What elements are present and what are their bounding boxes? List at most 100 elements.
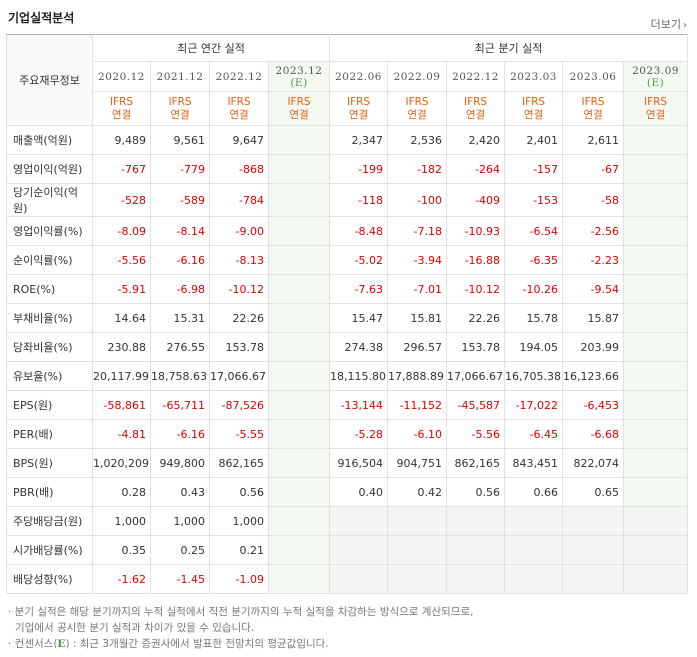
quarter-empty	[623, 535, 689, 565]
quarter-value	[623, 303, 689, 333]
ifrs-top: IFRS	[463, 95, 488, 108]
annual-value: 153.78	[209, 332, 269, 362]
annual-value: -8.14	[150, 216, 210, 246]
quarter-value: -11,152	[387, 390, 448, 420]
quarter-value	[623, 477, 689, 507]
annual-value: -1.62	[92, 564, 151, 594]
quarter-value	[623, 245, 689, 275]
estimate-mark: (E)	[290, 76, 308, 89]
table-row: 배당성향(%) -1.62 -1.45 -1.09	[6, 564, 689, 594]
more-link[interactable]: 더보기 ›	[651, 16, 687, 32]
quarter-value: -6.54	[504, 216, 564, 246]
period-date: 2022.06	[335, 70, 382, 83]
ifrs-label: IFRS 연결	[92, 91, 151, 126]
quarter-value: 15.78	[504, 303, 564, 333]
period-header: 2020.12	[92, 61, 151, 92]
annual-value: 0.56	[209, 477, 269, 507]
financial-table: 주요재무정보 최근 연간 실적 최근 분기 실적 2020.12 2021.12 2…	[6, 34, 689, 594]
annual-value	[267, 477, 331, 507]
annual-value: 0.35	[92, 535, 151, 565]
annual-value: 230.88	[92, 332, 151, 362]
quarter-value: -10.12	[446, 274, 506, 304]
annual-value: 9,489	[92, 125, 151, 155]
period-header: 2023.12 (E)	[267, 61, 331, 92]
section-title: 기업실적분석	[8, 11, 75, 25]
annual-value: 1,000	[209, 506, 269, 536]
quarter-value	[623, 419, 689, 449]
annual-value: -767	[92, 154, 151, 184]
ifrs-label: IFRS 연결	[387, 91, 448, 126]
annual-value: 0.43	[150, 477, 210, 507]
ifrs-bottom: 연결	[111, 108, 132, 121]
annual-value: 1,000	[150, 506, 210, 536]
ifrs-label: IFRS 연결	[446, 91, 506, 126]
ifrs-bottom: 연결	[229, 108, 249, 121]
quarter-empty	[504, 564, 564, 594]
annual-value: -5.56	[92, 245, 151, 275]
period-date: 2022.12	[215, 70, 263, 83]
quarter-value: -13,144	[329, 390, 389, 420]
quarter-value	[623, 125, 689, 155]
quarter-value: -58	[562, 183, 625, 217]
quarter-value: -9.54	[562, 274, 625, 304]
period-header: 2023.09 (E)	[623, 61, 689, 92]
annual-value	[267, 390, 331, 420]
table-body: 매출액(억원) 9,489 9,561 9,647 2,347 2,536 2,420 2,4…	[6, 125, 689, 594]
quarter-value: -8.48	[329, 216, 389, 246]
quarter-value: -5.56	[446, 419, 506, 449]
annual-value: -6.98	[150, 274, 210, 304]
quarter-value: -7.63	[329, 274, 389, 304]
row-label: 배당성향(%)	[6, 564, 93, 594]
quarter-value: 15.81	[387, 303, 448, 333]
annual-value: 18,758.63	[150, 361, 210, 391]
row-label: PBR(배)	[6, 477, 93, 507]
period-header: 2023.03	[504, 61, 564, 92]
ifrs-top: IFRS	[168, 95, 192, 108]
quarter-value	[623, 390, 689, 420]
quarter-value: 904,751	[387, 448, 448, 478]
annual-value: -87,526	[209, 390, 269, 420]
quarter-empty	[446, 535, 506, 565]
period-date: 2023.12	[275, 64, 323, 77]
ifrs-row: IFRS 연결 IFRS 연결 IFRS 연결 IFRS 연결 IFRS 연결 IFRS 연결 IFRS…	[7, 91, 689, 126]
quarter-value: 15.87	[562, 303, 625, 333]
quarter-value: -67	[562, 154, 625, 184]
ifrs-bottom: 연결	[645, 108, 666, 121]
row-label: BPS(원)	[6, 448, 93, 478]
annual-value: -10.12	[209, 274, 269, 304]
annual-value	[267, 154, 331, 184]
chevron-right-icon: ›	[683, 20, 687, 31]
quarter-value: -6.68	[562, 419, 625, 449]
annual-value: -528	[92, 183, 151, 217]
annual-value	[267, 183, 331, 217]
period-date: 2022.12	[452, 70, 499, 83]
row-label: 유보율(%)	[6, 361, 93, 391]
annual-value	[267, 245, 331, 275]
annual-value: -5.55	[209, 419, 269, 449]
note-line-3-suffix: ) : 최근 3개월간 증권사에서 발표한 전망치의 평균값입니다.	[65, 638, 329, 650]
annual-value: -6.16	[150, 419, 210, 449]
quarter-value: -118	[329, 183, 389, 217]
quarter-value: 203.99	[562, 332, 625, 362]
note-line-1: · 분기 실적은 해당 분기까지의 누적 실적에서 직전 분기까지의 누적 실적…	[8, 606, 474, 618]
quarter-value: 16,705.38	[504, 361, 564, 391]
annual-value	[267, 303, 331, 333]
quarter-empty	[387, 535, 448, 565]
annual-value	[267, 506, 331, 536]
quarter-value: 15.47	[329, 303, 389, 333]
ifrs-label: IFRS 연결	[329, 91, 389, 126]
annual-value: -65,711	[150, 390, 210, 420]
quarter-empty	[504, 506, 564, 536]
quarter-empty	[446, 564, 506, 594]
ifrs-label: IFRS 연결	[150, 91, 210, 126]
annual-value: -6.16	[150, 245, 210, 275]
row-label: 순이익률(%)	[6, 245, 93, 275]
annual-value: -1.45	[150, 564, 210, 594]
ifrs-bottom: 연결	[348, 108, 369, 121]
period-row: 2020.12 2021.12 2022.12 2023.12 (E) 2022.06 20…	[7, 61, 689, 92]
table-row: 매출액(억원) 9,489 9,561 9,647 2,347 2,536 2,420 2,4…	[6, 125, 689, 155]
more-label: 더보기	[650, 18, 681, 31]
quarter-value: 822,074	[562, 448, 625, 478]
ifrs-top: IFRS	[581, 95, 605, 108]
period-date: 2023.03	[510, 70, 557, 83]
